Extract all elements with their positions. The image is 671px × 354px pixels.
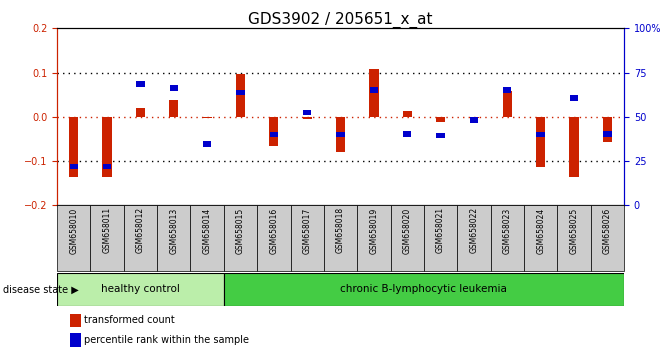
Bar (470, 118, 478, 123)
Bar (536, 117, 546, 167)
Bar (503, 87, 511, 93)
Bar (69, 117, 79, 177)
Text: healthy control: healthy control (101, 284, 180, 295)
Text: GSM658013: GSM658013 (169, 207, 178, 253)
Text: chronic B-lymphocytic leukemia: chronic B-lymphocytic leukemia (340, 284, 507, 295)
Bar (70, 314, 81, 327)
FancyBboxPatch shape (191, 205, 224, 271)
Text: GSM658010: GSM658010 (69, 207, 79, 253)
Bar (336, 132, 345, 137)
Bar (537, 132, 545, 137)
Text: GSM658021: GSM658021 (436, 207, 445, 253)
FancyBboxPatch shape (291, 205, 324, 271)
Bar (170, 85, 178, 91)
FancyBboxPatch shape (257, 205, 291, 271)
Title: GDS3902 / 205651_x_at: GDS3902 / 205651_x_at (248, 12, 433, 28)
Text: GSM658024: GSM658024 (536, 207, 545, 253)
Text: GSM658025: GSM658025 (570, 207, 578, 253)
FancyBboxPatch shape (123, 205, 157, 271)
Text: GSM658019: GSM658019 (369, 207, 378, 253)
Bar (70, 333, 81, 347)
Bar (303, 109, 311, 115)
FancyBboxPatch shape (224, 273, 624, 306)
Bar (370, 87, 378, 93)
Bar (569, 117, 578, 177)
FancyBboxPatch shape (324, 205, 357, 271)
Text: disease state ▶: disease state ▶ (3, 285, 79, 295)
FancyBboxPatch shape (224, 205, 257, 271)
Bar (169, 100, 178, 117)
Bar (469, 117, 478, 118)
FancyBboxPatch shape (357, 205, 391, 271)
Text: GSM658012: GSM658012 (136, 207, 145, 253)
Bar (603, 117, 612, 143)
Text: GSM658018: GSM658018 (336, 207, 345, 253)
Bar (436, 132, 445, 138)
Bar (203, 141, 211, 147)
Bar (136, 108, 145, 117)
Text: GSM658015: GSM658015 (236, 207, 245, 253)
Bar (369, 69, 378, 117)
Bar (270, 132, 278, 137)
FancyBboxPatch shape (157, 205, 191, 271)
Bar (203, 117, 212, 118)
FancyBboxPatch shape (57, 205, 91, 271)
Bar (403, 131, 411, 137)
Text: transformed count: transformed count (84, 315, 175, 325)
FancyBboxPatch shape (424, 205, 457, 271)
FancyBboxPatch shape (457, 205, 491, 271)
Bar (103, 164, 111, 169)
Text: GSM658026: GSM658026 (603, 207, 612, 253)
Text: GSM658020: GSM658020 (403, 207, 412, 253)
Text: GSM658014: GSM658014 (203, 207, 211, 253)
FancyBboxPatch shape (491, 205, 524, 271)
Text: GSM658016: GSM658016 (269, 207, 278, 253)
Bar (236, 74, 245, 117)
Bar (570, 95, 578, 101)
Text: GSM658017: GSM658017 (303, 207, 312, 253)
Bar (70, 164, 78, 169)
Bar (436, 117, 446, 122)
Bar (336, 117, 345, 152)
Bar (236, 90, 245, 95)
Bar (403, 111, 412, 117)
FancyBboxPatch shape (590, 205, 624, 271)
Text: GSM658022: GSM658022 (470, 207, 478, 253)
Text: percentile rank within the sample: percentile rank within the sample (84, 335, 249, 345)
Bar (303, 117, 312, 119)
FancyBboxPatch shape (57, 273, 224, 306)
Text: GSM658023: GSM658023 (503, 207, 512, 253)
FancyBboxPatch shape (558, 205, 590, 271)
Bar (269, 117, 278, 145)
Bar (503, 91, 512, 117)
Bar (103, 117, 112, 177)
Bar (136, 81, 144, 86)
FancyBboxPatch shape (391, 205, 424, 271)
FancyBboxPatch shape (91, 205, 123, 271)
Bar (603, 131, 611, 137)
Text: GSM658011: GSM658011 (103, 207, 111, 253)
FancyBboxPatch shape (524, 205, 558, 271)
